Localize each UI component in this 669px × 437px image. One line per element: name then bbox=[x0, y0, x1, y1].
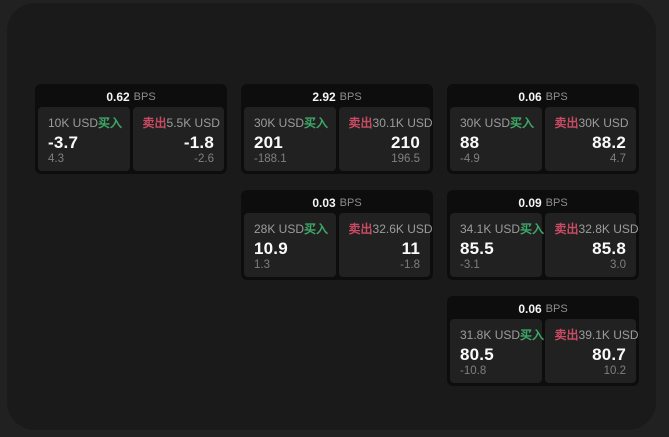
buy-side-label: 买入 bbox=[304, 222, 329, 236]
bps-value: 0.06 bbox=[518, 302, 542, 316]
sell-amount: 5.5K USD bbox=[166, 116, 220, 130]
quote-card: 0.06 BPS 31.8K USD 买入 80.5 -10.8 卖出 39.1… bbox=[447, 296, 639, 386]
sell-delta: 196.5 bbox=[391, 153, 420, 165]
bps-header: 0.06 BPS bbox=[450, 299, 636, 319]
sell-price: 210 bbox=[391, 133, 420, 152]
sell-side-label: 卖出 bbox=[142, 116, 167, 130]
buy-amount: 28K USD bbox=[254, 222, 305, 236]
bps-header: 0.09 BPS bbox=[450, 193, 636, 213]
buy-side-label: 买入 bbox=[510, 116, 535, 130]
buy-price: 201 bbox=[254, 133, 283, 152]
buy-tile[interactable]: 30K USD 买入 88 -4.9 bbox=[450, 107, 542, 171]
quote-card: 0.06 BPS 30K USD 买入 88 -4.9 卖出 30K USD 8… bbox=[447, 84, 639, 174]
sell-amount: 30.1K USD bbox=[372, 116, 433, 130]
sell-tile[interactable]: 卖出 30.1K USD 210 196.5 bbox=[338, 107, 433, 171]
buy-side-label: 买入 bbox=[520, 328, 545, 342]
sell-delta: 3.0 bbox=[610, 259, 626, 271]
quote-body: 30K USD 买入 201 -188.1 卖出 30.1K USD 210 1… bbox=[244, 107, 433, 171]
sell-side-label: 卖出 bbox=[348, 222, 373, 236]
bps-value: 0.09 bbox=[518, 196, 542, 210]
bps-header: 0.03 BPS bbox=[244, 193, 430, 213]
bps-unit-label: BPS bbox=[545, 303, 568, 315]
quote-card: 0.03 BPS 28K USD 买入 10.9 1.3 卖出 32.6K US… bbox=[241, 190, 433, 280]
bps-unit-label: BPS bbox=[545, 197, 568, 209]
bps-unit-label: BPS bbox=[339, 91, 362, 103]
sell-side-label: 卖出 bbox=[554, 116, 579, 130]
bps-value: 0.06 bbox=[518, 90, 542, 104]
quote-body: 28K USD 买入 10.9 1.3 卖出 32.6K USD 11 -1.8 bbox=[244, 213, 433, 277]
sell-price: 80.7 bbox=[592, 345, 626, 364]
sell-delta: 10.2 bbox=[603, 365, 626, 377]
bps-header: 0.62 BPS bbox=[38, 87, 224, 107]
sell-side-label: 卖出 bbox=[554, 328, 579, 342]
sell-price: 85.8 bbox=[592, 239, 626, 258]
sell-side-label: 卖出 bbox=[554, 222, 579, 236]
sell-amount: 39.1K USD bbox=[578, 328, 639, 342]
quote-card: 0.09 BPS 34.1K USD 买入 85.5 -3.1 卖出 32.8K… bbox=[447, 190, 639, 280]
buy-delta: -4.9 bbox=[460, 153, 480, 165]
buy-tile[interactable]: 34.1K USD 买入 85.5 -3.1 bbox=[450, 213, 545, 277]
buy-side-label: 买入 bbox=[520, 222, 545, 236]
quote-body: 30K USD 买入 88 -4.9 卖出 30K USD 88.2 4.7 bbox=[450, 107, 636, 171]
bps-unit-label: BPS bbox=[545, 91, 568, 103]
sell-amount: 30K USD bbox=[578, 116, 629, 130]
buy-price: 85.5 bbox=[460, 239, 494, 258]
buy-tile[interactable]: 28K USD 买入 10.9 1.3 bbox=[244, 213, 336, 277]
bps-value: 0.03 bbox=[312, 196, 336, 210]
bps-unit-label: BPS bbox=[339, 197, 362, 209]
sell-tile[interactable]: 卖出 30K USD 88.2 4.7 bbox=[544, 107, 636, 171]
buy-price: 10.9 bbox=[254, 239, 288, 258]
buy-price: 80.5 bbox=[460, 345, 494, 364]
sell-amount: 32.8K USD bbox=[578, 222, 639, 236]
buy-amount: 31.8K USD bbox=[460, 328, 521, 342]
bps-header: 2.92 BPS bbox=[244, 87, 430, 107]
bps-value: 2.92 bbox=[312, 90, 336, 104]
sell-tile[interactable]: 卖出 5.5K USD -1.8 -2.6 bbox=[132, 107, 224, 171]
buy-amount: 30K USD bbox=[460, 116, 511, 130]
sell-amount: 32.6K USD bbox=[372, 222, 433, 236]
sell-delta: 4.7 bbox=[610, 153, 626, 165]
quote-card: 2.92 BPS 30K USD 买入 201 -188.1 卖出 30.1K … bbox=[241, 84, 433, 174]
sell-price: 11 bbox=[401, 239, 420, 258]
sell-price: 88.2 bbox=[592, 133, 626, 152]
quote-body: 10K USD 买入 -3.7 4.3 卖出 5.5K USD -1.8 -2.… bbox=[38, 107, 224, 171]
quote-body: 31.8K USD 买入 80.5 -10.8 卖出 39.1K USD 80.… bbox=[450, 319, 639, 383]
buy-tile[interactable]: 31.8K USD 买入 80.5 -10.8 bbox=[450, 319, 545, 383]
buy-delta: -188.1 bbox=[254, 153, 287, 165]
buy-delta: 4.3 bbox=[48, 153, 64, 165]
sell-delta: -2.6 bbox=[194, 153, 214, 165]
sell-tile[interactable]: 卖出 39.1K USD 80.7 10.2 bbox=[544, 319, 639, 383]
buy-price: 88 bbox=[460, 133, 480, 152]
buy-delta: 1.3 bbox=[254, 259, 270, 271]
buy-tile[interactable]: 30K USD 买入 201 -188.1 bbox=[244, 107, 336, 171]
buy-delta: -10.8 bbox=[460, 365, 487, 377]
buy-side-label: 买入 bbox=[304, 116, 329, 130]
buy-price: -3.7 bbox=[48, 133, 79, 152]
buy-tile[interactable]: 10K USD 买入 -3.7 4.3 bbox=[38, 107, 130, 171]
buy-delta: -3.1 bbox=[460, 259, 480, 271]
sell-delta: -1.8 bbox=[400, 259, 420, 271]
sell-tile[interactable]: 卖出 32.6K USD 11 -1.8 bbox=[338, 213, 433, 277]
sell-tile[interactable]: 卖出 32.8K USD 85.8 3.0 bbox=[544, 213, 639, 277]
buy-side-label: 买入 bbox=[98, 116, 123, 130]
buy-amount: 34.1K USD bbox=[460, 222, 521, 236]
bps-header: 0.06 BPS bbox=[450, 87, 636, 107]
buy-amount: 30K USD bbox=[254, 116, 305, 130]
bps-unit-label: BPS bbox=[133, 91, 156, 103]
buy-amount: 10K USD bbox=[48, 116, 99, 130]
bps-value: 0.62 bbox=[106, 90, 130, 104]
quote-body: 34.1K USD 买入 85.5 -3.1 卖出 32.8K USD 85.8… bbox=[450, 213, 639, 277]
sell-price: -1.8 bbox=[183, 133, 214, 152]
quote-card: 0.62 BPS 10K USD 买入 -3.7 4.3 卖出 5.5K USD… bbox=[35, 84, 227, 174]
quote-card-grid: 0.62 BPS 10K USD 买入 -3.7 4.3 卖出 5.5K USD… bbox=[35, 84, 639, 386]
sell-side-label: 卖出 bbox=[348, 116, 373, 130]
